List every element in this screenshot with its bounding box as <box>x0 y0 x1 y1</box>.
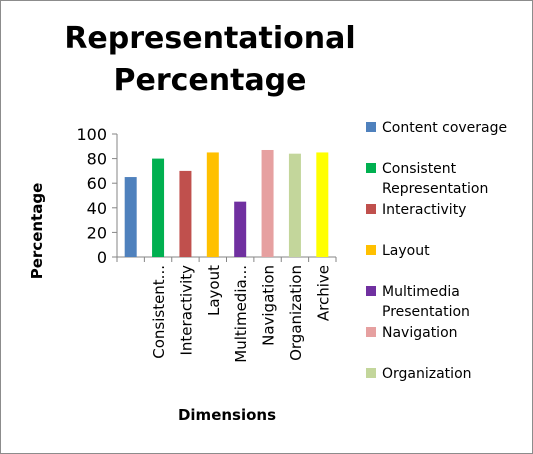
legend-label: Interactivity <box>382 202 467 218</box>
y-tick-label: 80 <box>87 150 107 169</box>
legend-swatch <box>366 245 376 255</box>
x-axis-label: Dimensions <box>178 406 276 424</box>
bar-6 <box>261 149 274 257</box>
legend-swatch <box>366 122 376 132</box>
bar-1 <box>124 177 137 257</box>
legend-label: Multimedia Presentation <box>382 284 470 320</box>
legend-label: Navigation <box>382 325 458 341</box>
y-tick-label: 20 <box>87 223 107 242</box>
chart-title-line-1: Representational <box>64 21 356 56</box>
legend-swatch <box>366 327 376 337</box>
legend-swatch <box>366 204 376 214</box>
y-tick-label: 0 <box>97 248 107 267</box>
x-tick-label: Archive <box>314 265 332 321</box>
x-tick-label: Consistent... <box>150 265 168 359</box>
bar-8 <box>316 152 329 257</box>
x-tick-label: Interactivity <box>177 265 195 356</box>
bar-2 <box>152 158 165 257</box>
y-tick-label: 60 <box>87 174 107 193</box>
chart-title: Representational Percentage <box>60 18 360 102</box>
bar-7 <box>288 153 301 257</box>
bar-5 <box>234 201 247 257</box>
x-tick-label: Organization <box>287 265 305 361</box>
legend-label: Content coverage <box>382 120 508 136</box>
legend-swatch <box>366 368 376 378</box>
legend-swatch <box>366 286 376 296</box>
legend-label: Organization <box>382 366 472 382</box>
y-tick-label: 100 <box>76 125 107 144</box>
y-tick-label: 40 <box>87 199 107 218</box>
bar-3 <box>179 170 192 257</box>
chart-title-line-2: Percentage <box>113 63 307 98</box>
y-axis-label: Percentage <box>28 183 46 280</box>
bar-4 <box>206 152 219 257</box>
legend-label: Layout <box>382 243 430 259</box>
x-tick-label: Multimedia... <box>232 265 250 363</box>
x-tick-label: Layout <box>205 265 223 316</box>
legend-label: Consistent Representation <box>382 161 489 197</box>
legend-swatch <box>366 163 376 173</box>
x-tick-label: Navigation <box>260 265 278 346</box>
